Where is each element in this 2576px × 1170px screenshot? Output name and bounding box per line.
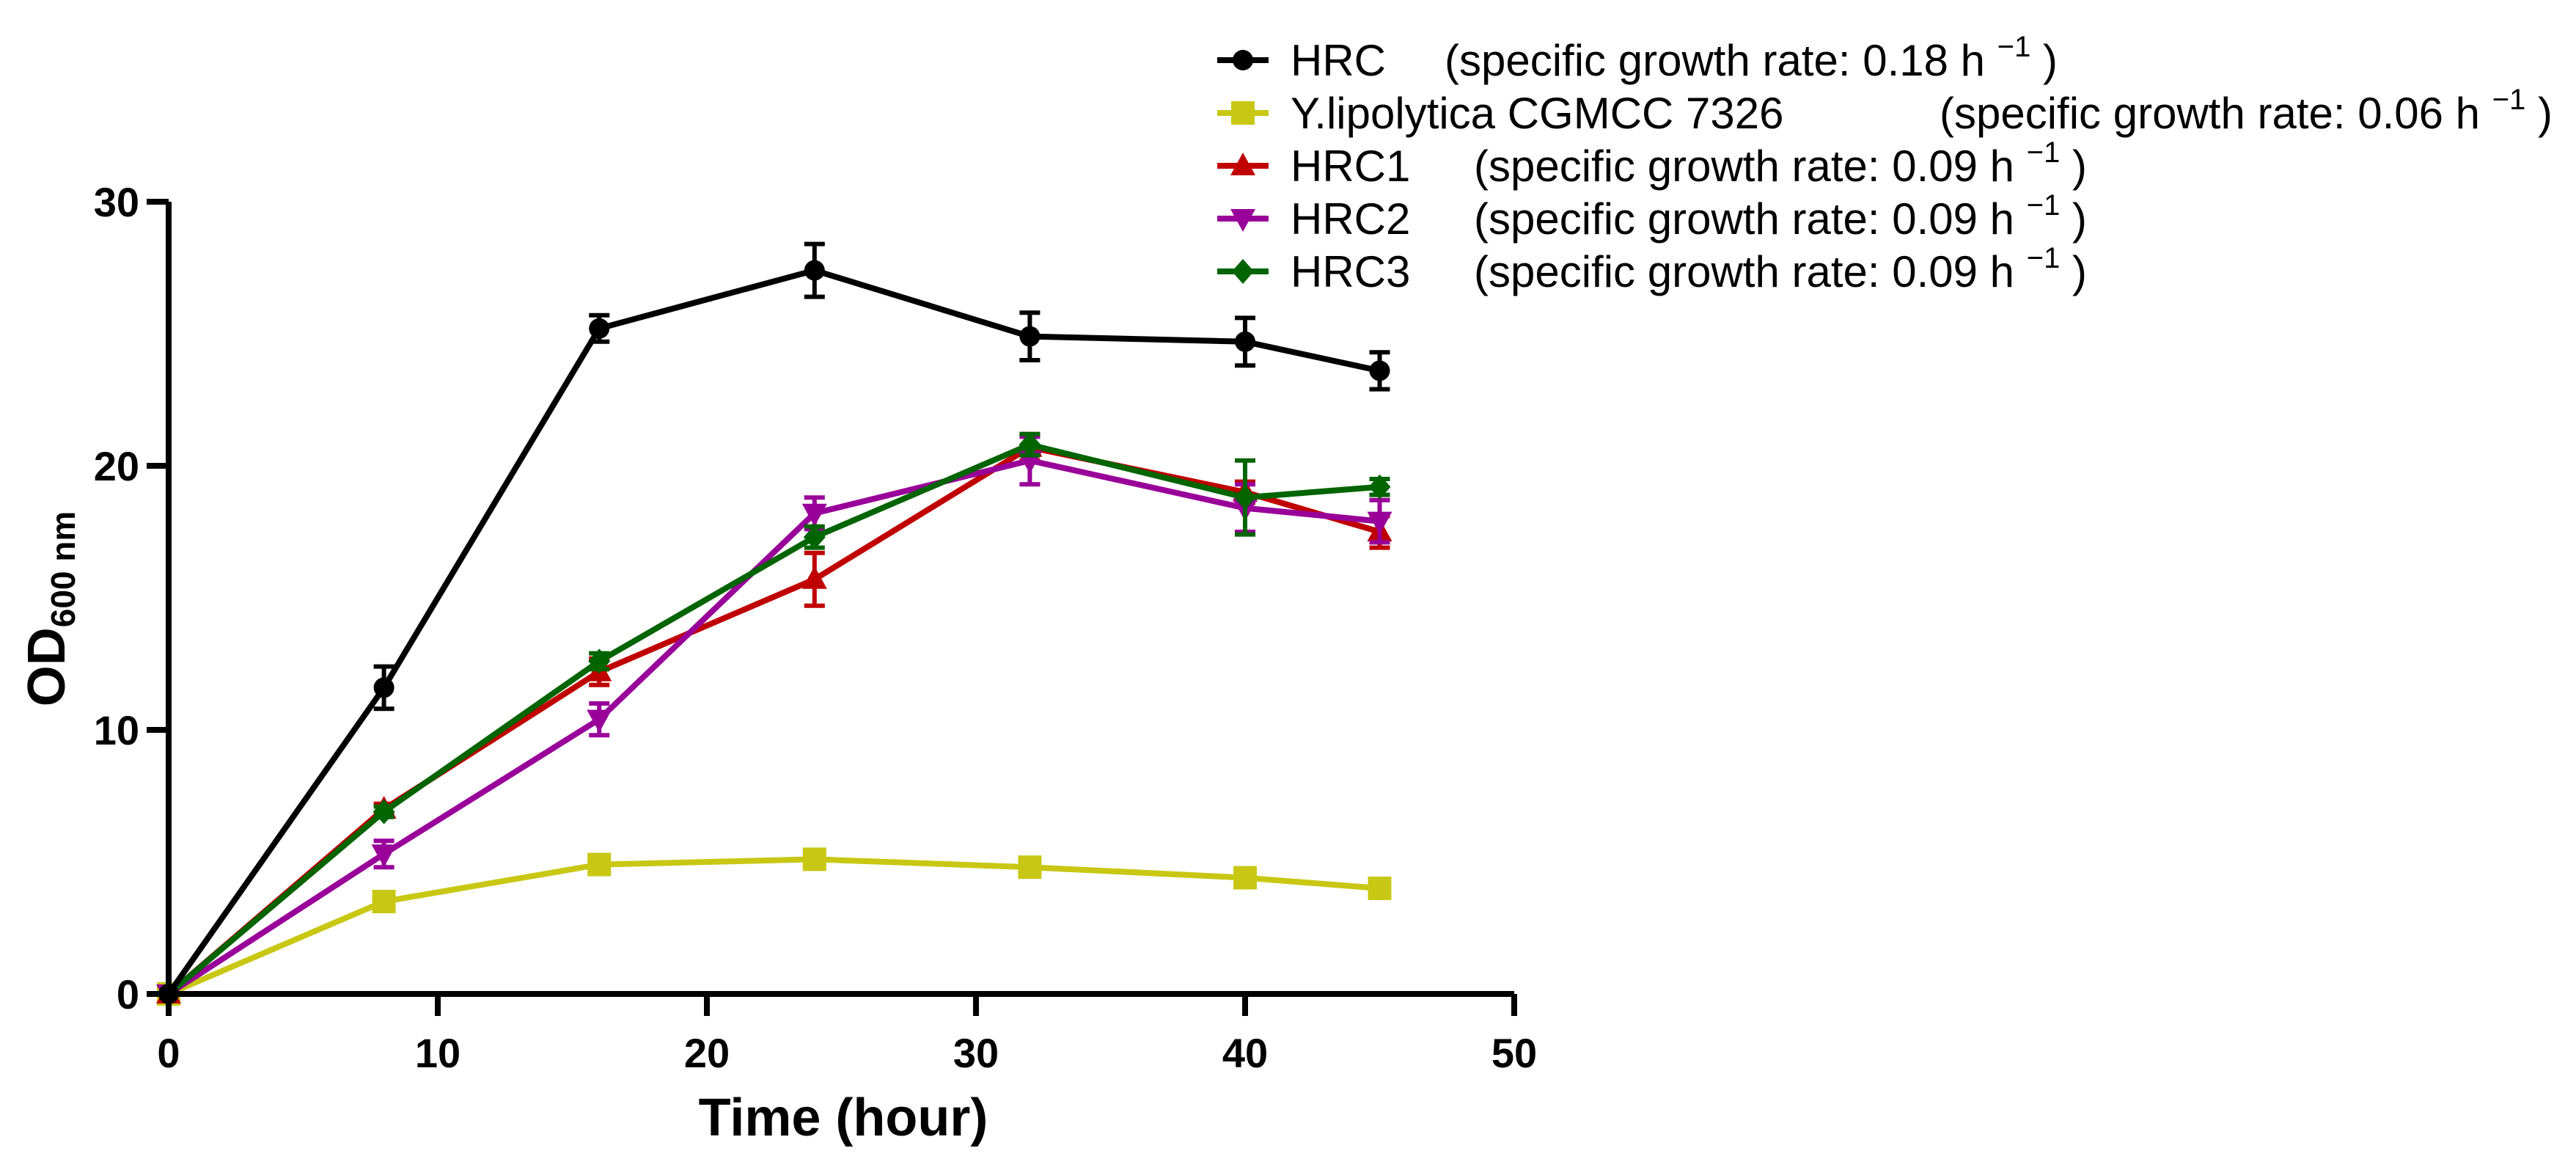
x-tick-label: 30: [953, 1030, 999, 1076]
y-tick-label: 10: [94, 707, 139, 753]
data-point: [802, 847, 826, 871]
legend-rate-close: ): [2060, 142, 2087, 191]
legend-rate-label: (specific growth rate: 0.09 h: [1474, 142, 2027, 191]
data-point: [1369, 360, 1390, 381]
data-point: [372, 890, 396, 913]
legend-growth-rate: (specific growth rate: 0.09 h −1 ): [1474, 136, 2087, 191]
legend-rate-exponent: −1: [1997, 31, 2031, 63]
data-point: [1368, 474, 1391, 500]
data-point: [1368, 877, 1392, 900]
data-point: [801, 566, 827, 589]
x-tick-label: 50: [1491, 1030, 1537, 1076]
legend-entry: HRC2 (specific growth rate: 0.09 h −1 ): [1217, 189, 2087, 244]
data-point: [371, 844, 397, 868]
series-line: [166, 267, 1381, 996]
x-tick-label: 10: [415, 1030, 460, 1076]
legend-rate-label: (specific growth rate: 0.06 h: [1940, 89, 2492, 138]
data-point: [1018, 855, 1042, 880]
legend-marker: [1231, 101, 1255, 125]
legend-series-name: HRC: [1291, 36, 1386, 85]
legend-entry: HRC3 (specific growth rate: 0.09 h −1 ): [1217, 242, 2087, 296]
legend-rate-exponent: −1: [2027, 242, 2061, 274]
data-point: [803, 524, 826, 550]
data-point: [801, 503, 827, 527]
data-point: [804, 260, 825, 281]
data-point: [1019, 326, 1041, 347]
legend-rate-exponent: −1: [2027, 136, 2061, 169]
legend-marker: [1230, 209, 1255, 232]
legend-entry: HRC1 (specific growth rate: 0.09 h −1 ): [1217, 136, 2087, 191]
series-y-lipolytica-cgmcc-7326: [157, 847, 1392, 1006]
legend-growth-rate: (specific growth rate: 0.06 h −1 ): [1940, 84, 2553, 138]
legend-rate-label: (specific growth rate: 0.09 h: [1474, 247, 2027, 296]
legend-series-name: Y.lipolytica CGMCC 7326: [1291, 89, 1784, 138]
x-tick-label: 0: [157, 1030, 180, 1076]
data-point: [1367, 511, 1392, 535]
legend-entry: Y.lipolytica CGMCC 7326 (specific growth …: [1217, 84, 2553, 138]
legend-series-name: HRC1: [1291, 142, 1410, 191]
legend: HRC (specific growth rate: 0.18 h −1 )Y.l…: [1217, 31, 2553, 296]
x-tick-label: 40: [1222, 1030, 1268, 1076]
legend-entry: HRC (specific growth rate: 0.18 h −1 ): [1217, 31, 2058, 85]
data-point: [1234, 485, 1256, 511]
legend-rate-close: ): [2525, 89, 2553, 138]
legend-rate-label: (specific growth rate: 0.18 h: [1445, 36, 1997, 85]
data-point: [373, 677, 395, 698]
y-axis-title-subscript: 600 nm: [44, 511, 82, 628]
data-point: [1233, 866, 1257, 890]
series-line: [167, 856, 1380, 997]
x-axis-title: Time (hour): [699, 1089, 988, 1147]
y-tick-label: 30: [94, 179, 139, 225]
x-tick-label: 20: [684, 1030, 730, 1076]
y-axis-title: OD600 nm: [18, 511, 82, 707]
series-hrc: [158, 241, 1390, 1004]
data-point: [589, 318, 610, 339]
legend-marker: [1230, 153, 1255, 175]
legend-rate-exponent: −1: [2492, 84, 2526, 116]
legend-marker: [1232, 259, 1254, 284]
data-point: [1019, 432, 1041, 458]
data-point: [1235, 331, 1255, 352]
legend-series-name: HRC3: [1291, 247, 1410, 296]
legend-rate-label: (specific growth rate: 0.09 h: [1474, 194, 2027, 244]
y-axis-title-main: OD: [18, 627, 76, 706]
legend-rate-close: ): [2030, 36, 2058, 85]
legend-growth-rate: (specific growth rate: 0.18 h −1 ): [1445, 31, 2058, 85]
data-point: [587, 852, 612, 877]
data-point: [588, 648, 611, 674]
legend-rate-close: ): [2060, 194, 2087, 244]
y-tick-label: 20: [94, 443, 139, 489]
legend-growth-rate: (specific growth rate: 0.09 h −1 ): [1474, 189, 2087, 244]
axes: 0 10 20 30 40 50 0 10 20 30: [94, 179, 1537, 1076]
series-line: [166, 442, 1380, 997]
data-point: [373, 799, 395, 825]
plot-area: [156, 241, 1392, 1007]
data-point: [587, 709, 612, 733]
series-line: [166, 444, 1381, 997]
legend-growth-rate: (specific growth rate: 0.09 h −1 ): [1474, 242, 2087, 296]
legend-rate-exponent: −1: [2027, 189, 2061, 222]
legend-marker: [1233, 50, 1253, 70]
y-tick-label: 0: [117, 971, 139, 1017]
legend-rate-close: ): [2060, 247, 2087, 296]
legend-series-name: HRC2: [1291, 194, 1410, 244]
